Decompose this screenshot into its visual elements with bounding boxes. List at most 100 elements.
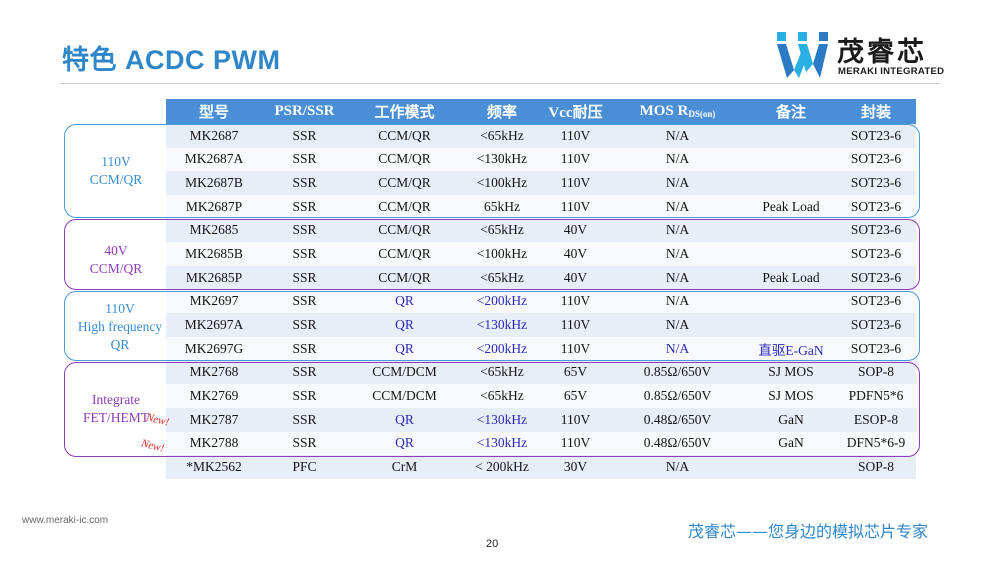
cell-model: MK2687A (166, 147, 262, 172)
cell-psr-ssr: SSR (262, 431, 347, 456)
cell-model: MK2687 (166, 124, 262, 148)
cell-mode: CCM/QR (347, 218, 462, 243)
cell-package: DFN5*6-9 (836, 431, 916, 456)
cell-model: MK2768 (166, 360, 262, 385)
group-label-line: High frequency (77, 319, 163, 334)
cell-vcc: 110V (542, 124, 609, 148)
header-frequency: 频率 (462, 99, 542, 124)
cell-notes: Peak Load (746, 194, 836, 219)
cell-mos-rdson: 0.85Ω/650V (609, 360, 746, 385)
cell-mode: CCM/QR (347, 242, 462, 266)
footer-website: www.meraki-ic.com (22, 515, 109, 526)
cell-mos-rdson: N/A (609, 171, 746, 195)
cell-mode: QR (347, 407, 462, 432)
cell-mode: CCM/QR (347, 147, 462, 172)
logo-name-cn: 茂睿芯 (837, 37, 927, 68)
header-package: 封装 (836, 99, 916, 124)
cell-model: MK2787 (166, 407, 262, 432)
cell-psr-ssr: PFC (262, 455, 347, 479)
cell-mode: CCM/QR (347, 171, 462, 195)
cell-mos-rdson: N/A (609, 313, 746, 337)
cell-mode: QR (347, 431, 462, 456)
group-label-110v-ccm-qr: 110V CCM/QR (64, 153, 168, 189)
cell-mos-rdson: N/A (609, 147, 746, 172)
cell-mos-rdson: N/A (609, 336, 746, 361)
cell-frequency: <130kHz (462, 147, 542, 172)
cell-mos-rdson: N/A (609, 194, 746, 219)
table-row: MK2685 SSR CCM/QR <65kHz 40V N/A SOT23-6 (166, 218, 916, 243)
cell-frequency: <65kHz (462, 265, 542, 290)
group-label-line: CCM/QR (89, 172, 143, 187)
cell-notes: 直驱E-GaN (746, 336, 836, 361)
cell-notes: SJ MOS (746, 360, 836, 385)
cell-model: MK2697 (166, 289, 262, 314)
cell-frequency: <65kHz (462, 360, 542, 385)
cell-psr-ssr: SSR (262, 218, 347, 243)
header-notes: 备注 (746, 99, 836, 124)
cell-notes (746, 289, 836, 314)
table-body: MK2687 SSR CCM/QR <65kHz 110V N/A SOT23-6 MK268… (166, 124, 916, 479)
cell-mode: CCM/QR (347, 265, 462, 290)
cell-model: MK2685B (166, 242, 262, 266)
cell-vcc: 110V (542, 336, 609, 361)
cell-model: MK2685 (166, 218, 262, 243)
cell-psr-ssr: SSR (262, 360, 347, 385)
table-row: MK2697A SSR QR <130kHz 110V N/A SOT23-6 (166, 313, 916, 337)
cell-frequency: <100kHz (462, 171, 542, 195)
group-label-line: Integrate (92, 392, 140, 407)
slide-title: 特色 ACDC PWM (62, 45, 281, 75)
cell-vcc: 65V (542, 384, 609, 408)
cell-model: MK2769 (166, 384, 262, 408)
page-number: 20 (486, 538, 499, 550)
group-label-110v-hf-qr: 110V High frequency QR (64, 300, 176, 354)
cell-vcc: 40V (542, 242, 609, 266)
cell-mode: QR (347, 289, 462, 314)
header-mode: 工作模式 (347, 99, 462, 124)
cell-vcc: 110V (542, 313, 609, 337)
cell-mode: CCM/DCM (347, 384, 462, 408)
cell-frequency: <200kHz (462, 336, 542, 361)
cell-package: SOP-8 (836, 455, 916, 479)
group-label-line: CCM/QR (89, 261, 143, 276)
cell-package: PDFN5*6 (836, 384, 916, 408)
table-row: MK2788 SSR QR <130kHz 110V 0.48Ω/650V GaN DFN5*… (166, 431, 916, 456)
cell-psr-ssr: SSR (262, 336, 347, 361)
cell-mode: CCM/QR (347, 194, 462, 219)
logo-name-en: MERAKI INTEGRATED (838, 66, 945, 77)
cell-model: MK2697A (166, 313, 262, 337)
cell-package: SOT23-6 (836, 313, 916, 337)
cell-package: ESOP-8 (836, 407, 916, 432)
cell-notes (746, 242, 836, 266)
cell-frequency: <200kHz (462, 289, 542, 314)
header-psr-ssr: PSR/SSR (262, 99, 347, 124)
cell-mode: CCM/QR (347, 124, 462, 148)
cell-package: SOT23-6 (836, 289, 916, 314)
cell-package: SOT23-6 (836, 218, 916, 243)
cell-frequency: <130kHz (462, 407, 542, 432)
cell-psr-ssr: SSR (262, 242, 347, 266)
cell-mos-rdson: N/A (609, 265, 746, 290)
cell-psr-ssr: SSR (262, 147, 347, 172)
cell-package: SOT23-6 (836, 242, 916, 266)
cell-notes (746, 124, 836, 148)
cell-vcc: 110V (542, 431, 609, 456)
cell-frequency: < 200kHz (462, 455, 542, 479)
cell-frequency: <100kHz (462, 242, 542, 266)
title-divider (60, 83, 940, 84)
header-mos-label: MOS R (639, 103, 689, 119)
cell-vcc: 110V (542, 171, 609, 195)
cell-psr-ssr: SSR (262, 194, 347, 219)
cell-psr-ssr: SSR (262, 265, 347, 290)
cell-psr-ssr: SSR (262, 313, 347, 337)
cell-package: SOT23-6 (836, 147, 916, 172)
cell-package: SOT23-6 (836, 336, 916, 361)
table-row: MK2687P SSR CCM/QR 65kHz 110V N/A Peak Load SOT… (166, 194, 916, 219)
cell-notes (746, 147, 836, 172)
cell-mos-rdson: 0.48Ω/650V (609, 407, 746, 432)
cell-mos-rdson: N/A (609, 124, 746, 148)
cell-psr-ssr: SSR (262, 171, 347, 195)
cell-vcc: 30V (542, 455, 609, 479)
table-row: MK2787 SSR QR <130kHz 110V 0.48Ω/650V GaN ESOP-… (166, 407, 916, 432)
table-row: MK2687B SSR CCM/QR <100kHz 110V N/A SOT23-6 (166, 171, 916, 195)
table-row: *MK2562 PFC CrM < 200kHz 30V N/A SOP-8 (166, 455, 916, 479)
